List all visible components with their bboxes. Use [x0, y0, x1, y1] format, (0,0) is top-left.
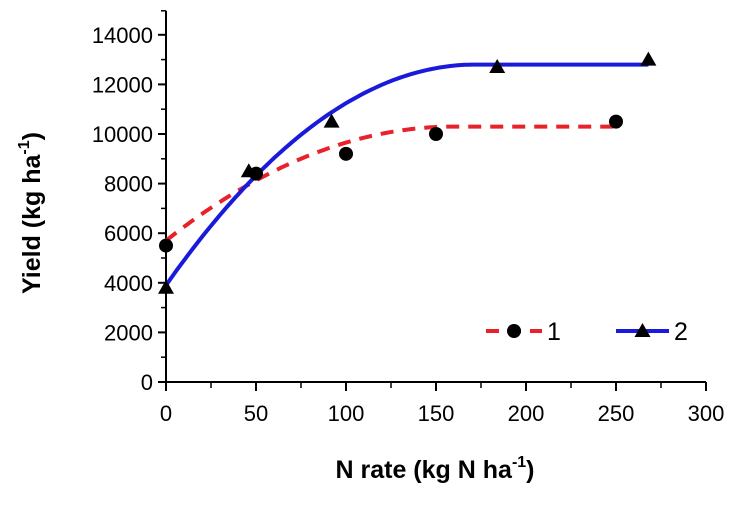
marker-series-1	[339, 146, 353, 161]
x-tick-label: 50	[244, 401, 268, 426]
fit-line-series-1	[164, 124, 616, 243]
marker-series-1	[429, 127, 443, 141]
y-tick-label: 0	[141, 370, 153, 395]
axes: 0 2000 4000 6000 8000 10000 12000 14000 0 50 100 15…	[92, 10, 725, 426]
legend-marker-series-2	[634, 323, 651, 337]
fit-line-series-2	[164, 62, 649, 287]
legend-label-series-2: 2	[674, 318, 688, 346]
x-tick-label: 250	[598, 401, 635, 426]
y-tick-label: 8000	[104, 172, 153, 197]
x-axis-title: N rate (kg N ha-1)	[336, 454, 535, 484]
marker-series-2	[640, 51, 657, 66]
fit-lines	[164, 62, 649, 287]
y-tick-label: 6000	[104, 221, 153, 246]
y-axis-title: Yield (kg ha-1)	[16, 132, 46, 294]
marker-series-1	[609, 114, 623, 129]
x-tick-label: 200	[508, 401, 545, 426]
marker-series-2	[323, 113, 340, 128]
y-tick-label: 12000	[92, 72, 153, 97]
x-tick-label: 150	[418, 401, 455, 426]
marker-series-2	[158, 279, 174, 294]
marker-series-1	[159, 238, 173, 253]
data-markers	[158, 51, 657, 294]
x-tick-label: 100	[328, 401, 365, 426]
y-tick-label: 2000	[104, 320, 153, 345]
y-tick-label: 4000	[104, 271, 153, 296]
marker-series-2	[240, 163, 257, 178]
legend-label-series-1: 1	[547, 318, 561, 346]
y-tick-label: 14000	[92, 23, 153, 48]
x-tick-label: 300	[688, 401, 725, 426]
marker-series-2	[489, 59, 506, 74]
y-tick-label: 10000	[92, 122, 153, 147]
legend-marker-series-1	[507, 324, 521, 338]
x-tick-label: 0	[160, 401, 172, 426]
